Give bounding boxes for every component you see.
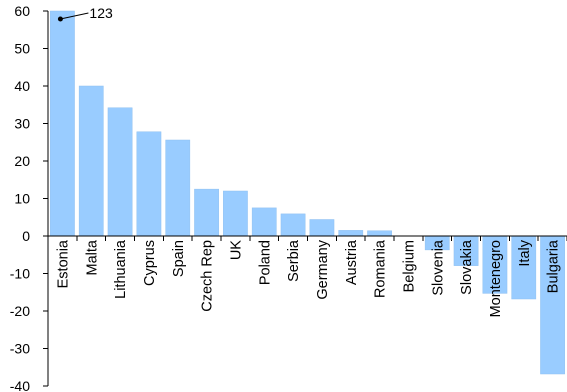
category-label: Slovenia [430,239,446,296]
bar-romania [367,230,392,237]
bar-bulgaria [540,235,565,375]
category-label: Czech Rep [200,240,216,312]
y-tick-label: 20 [14,153,30,169]
y-tick-label: -20 [10,303,30,319]
bar-lithuania [107,107,133,237]
category-label: Lithuania [113,239,129,299]
y-tick-label: 50 [14,41,30,57]
y-tick-label: -10 [10,266,30,282]
category-label: Bulgaria [546,239,562,293]
bar-germany [309,219,335,237]
category-label: UK [228,240,244,260]
y-tick-label: 40 [14,78,30,94]
category-label: Poland [257,240,273,285]
y-tick-label: -30 [10,341,30,357]
category-label: Belgium [401,240,417,292]
y-tick-label: 10 [14,191,30,207]
bar-austria [338,230,364,237]
category-label: Italy [517,239,533,266]
category-label: Estonia [55,239,71,288]
bars-layer [50,10,565,375]
category-label: Cyprus [142,240,158,286]
category-label: Serbia [286,239,302,282]
labels-layer: 60 50 40 30 20 10 0 -10 -20 -30 -40 Estonia Malta Lit… [10,3,562,392]
bar-slovakia [453,235,479,266]
bar-spain [165,139,191,237]
category-label: Romania [373,239,389,298]
category-label: Slovakia [459,239,475,295]
annotation-layer: 123 [57,5,113,22]
bar-uk [223,190,248,237]
category-label: Germany [315,239,331,299]
category-label: Malta [84,239,100,275]
category-label: Austria [344,239,360,285]
y-tick-label: 60 [14,3,30,19]
bar-poland [251,207,277,237]
bar-estonia [50,10,75,237]
y-tick-label: 0 [22,228,30,244]
bar-malta [78,85,104,237]
bar-italy [511,235,537,300]
bar-czech-rep [194,188,219,237]
y-tick-label: 30 [14,116,30,132]
category-label: Montenegro [488,240,504,317]
y-tick-label: -40 [10,378,30,392]
axis-layer [43,10,567,387]
bar-cyprus [136,131,162,237]
annotation-label: 123 [89,5,113,21]
bar-serbia [280,213,306,237]
category-label: Spain [171,240,187,277]
annotation-leader [60,12,89,20]
